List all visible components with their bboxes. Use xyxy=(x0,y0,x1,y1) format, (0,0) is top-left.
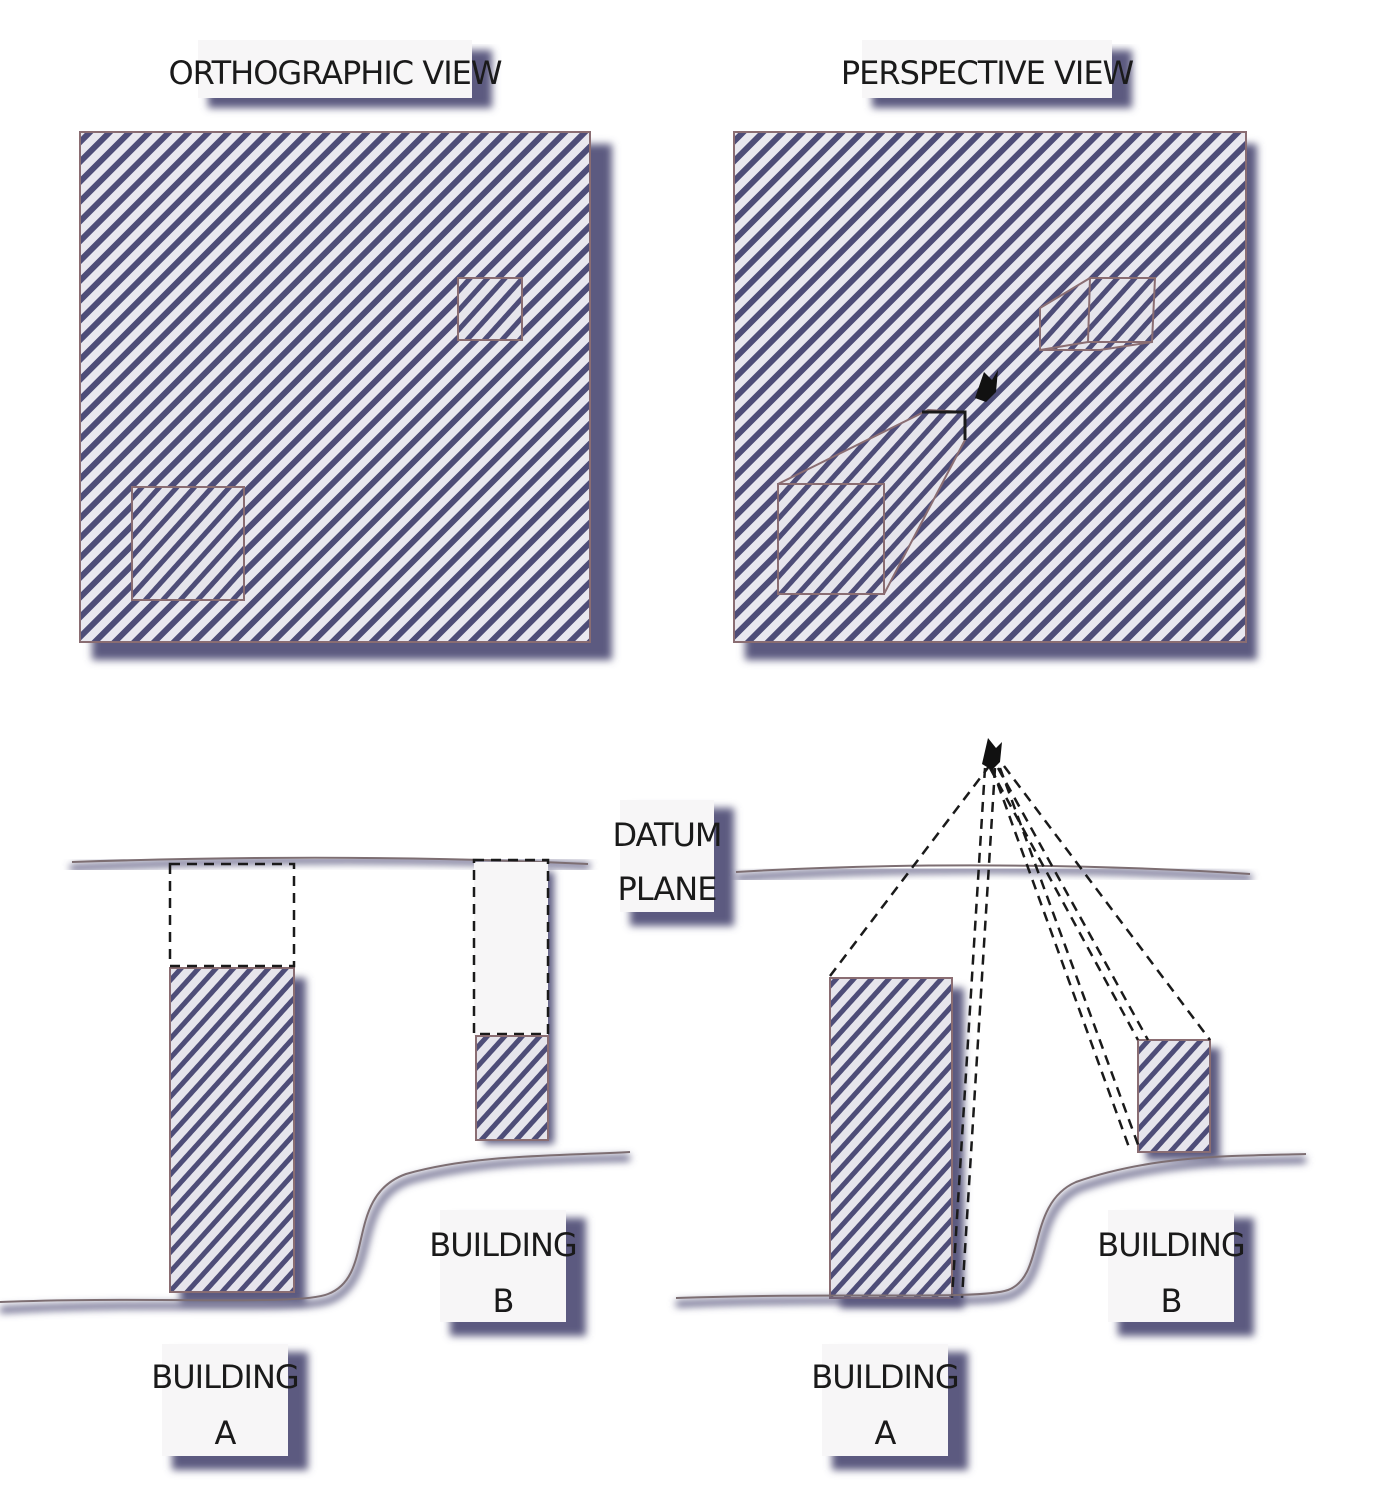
building-a-label-ortho: BUILDING A xyxy=(151,1344,308,1470)
perspective-title-label: PERSPECTIVE VIEW xyxy=(841,40,1135,108)
orthographic-title-label: ORTHOGRAPHIC VIEW xyxy=(168,40,503,108)
datum-plane-line-perspective xyxy=(735,864,1251,875)
building-a-word-perspective: BUILDING xyxy=(811,1358,958,1396)
building-a-label-perspective: BUILDING A xyxy=(811,1344,968,1470)
sight-lines xyxy=(829,764,1211,1299)
perspective-title: PERSPECTIVE VIEW xyxy=(841,54,1134,92)
building-a-word-ortho: BUILDING xyxy=(151,1358,298,1396)
camera-icon-plan xyxy=(975,370,998,402)
building-b-label-perspective: BUILDING B xyxy=(1097,1210,1254,1336)
orthographic-plan-panel xyxy=(79,131,612,660)
perspective-plan-panel xyxy=(733,131,1257,660)
building-a-letter-perspective: A xyxy=(875,1414,897,1452)
building-b-letter-ortho: B xyxy=(493,1282,514,1320)
building-b-plan-perspective xyxy=(1039,277,1157,351)
perspective-section xyxy=(675,738,1307,1308)
building-b-word-ortho: BUILDING xyxy=(429,1226,576,1264)
datum-label-line1: DATUM xyxy=(612,816,721,854)
building-a-letter-ortho: A xyxy=(215,1414,237,1452)
ground-line-ortho xyxy=(0,1151,631,1303)
orthographic-section xyxy=(0,856,631,1313)
camera-icon-section xyxy=(982,738,1002,770)
datum-plane-line-ortho xyxy=(71,856,589,865)
building-a-projection-ortho xyxy=(168,862,306,1304)
datum-plane-label: DATUM PLANE xyxy=(612,800,734,926)
building-a-plan-perspective xyxy=(777,408,967,595)
building-b-label-ortho: BUILDING B xyxy=(429,1210,586,1336)
building-b-section-perspective xyxy=(1137,1039,1220,1160)
datum-label-line2: PLANE xyxy=(618,870,717,908)
building-b-projection-ortho xyxy=(472,858,554,1144)
orthographic-title: ORTHOGRAPHIC VIEW xyxy=(168,54,501,92)
ground-line-perspective xyxy=(675,1153,1307,1299)
building-a-plan-ortho xyxy=(131,486,245,601)
building-b-word-perspective: BUILDING xyxy=(1097,1226,1244,1264)
building-a-section-perspective xyxy=(829,977,964,1308)
building-b-plan-ortho xyxy=(457,277,523,341)
building-b-letter-perspective: B xyxy=(1161,1282,1182,1320)
